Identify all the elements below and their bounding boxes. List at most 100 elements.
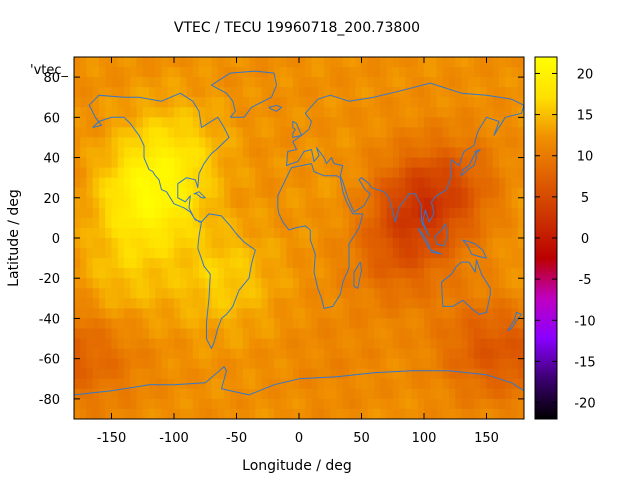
heatmap-cell <box>380 298 388 309</box>
heatmap-cell <box>442 117 450 128</box>
heatmap-cell <box>99 408 106 419</box>
heatmap-cell <box>155 328 163 340</box>
heatmap-cell <box>136 167 144 179</box>
heatmap-cell <box>424 368 431 380</box>
heatmap-cell <box>392 248 400 259</box>
heatmap-cell <box>480 288 488 299</box>
heatmap-cell <box>217 227 225 239</box>
heatmap-cell <box>461 328 469 340</box>
heatmap-cell <box>417 408 425 419</box>
cuba-coast <box>193 191 206 199</box>
heatmap-cell <box>455 207 463 219</box>
heatmap-cell <box>511 87 519 98</box>
heatmap-cell <box>517 137 524 149</box>
heatmap-cell <box>124 207 131 219</box>
heatmap-cell <box>442 298 450 309</box>
heatmap-cell <box>511 278 519 289</box>
heatmap-cell <box>317 318 325 330</box>
heatmap-cell <box>286 308 294 320</box>
heatmap-cell <box>324 338 331 350</box>
heatmap-cell <box>411 408 419 419</box>
heatmap-cell <box>261 388 269 400</box>
heatmap-cell <box>242 197 250 209</box>
heatmap-cell <box>399 77 406 88</box>
heatmap-cell <box>136 177 144 189</box>
heatmap-cell <box>92 157 100 169</box>
heatmap-cell <box>117 67 125 78</box>
heatmap-cell <box>411 217 419 229</box>
heatmap-cell <box>224 147 231 159</box>
heatmap-cell <box>455 127 463 139</box>
heatmap-cell <box>349 97 356 108</box>
heatmap-cell <box>142 368 150 380</box>
heatmap-cell <box>217 288 225 299</box>
heatmap-cell <box>299 278 306 289</box>
heatmap-cell <box>367 348 375 360</box>
heatmap-cell <box>380 77 388 88</box>
heatmap-cell <box>99 117 106 128</box>
heatmap-cell <box>417 298 425 309</box>
heatmap-cell <box>224 57 231 68</box>
heatmap-cell <box>486 378 494 390</box>
heatmap-cell <box>136 97 144 108</box>
heatmap-cell <box>449 217 456 229</box>
heatmap-cell <box>367 388 375 400</box>
heatmap-cell <box>280 358 288 370</box>
heatmap-cell <box>474 157 481 169</box>
heatmap-cell <box>280 288 288 299</box>
heatmap-cell <box>442 268 450 279</box>
heatmap-cell <box>192 67 200 78</box>
heatmap-cell <box>274 117 281 128</box>
heatmap-cell <box>367 358 375 370</box>
heatmap-cell <box>292 268 300 279</box>
heatmap-cell <box>99 378 106 390</box>
heatmap-cell <box>449 187 456 199</box>
heatmap-cell <box>211 298 219 309</box>
heatmap-cell <box>449 167 456 179</box>
heatmap-cell <box>136 127 144 139</box>
heatmap-cell <box>80 318 88 330</box>
heatmap-cell <box>261 87 269 98</box>
heatmap-cell <box>167 97 175 108</box>
heatmap-cell <box>405 408 413 419</box>
heatmap-cell <box>124 217 131 229</box>
heatmap-cell <box>486 358 494 370</box>
heatmap-cell <box>174 258 181 269</box>
heatmap-cell <box>261 328 269 340</box>
heatmap-cell <box>217 248 225 259</box>
heatmap-cell <box>292 388 300 400</box>
heatmap-cell <box>130 167 138 179</box>
heatmap-cell <box>286 217 294 229</box>
heatmap-cell <box>342 127 350 139</box>
heatmap-cell <box>461 97 469 108</box>
heatmap-cell <box>155 197 163 209</box>
heatmap-cell <box>136 328 144 340</box>
heatmap-cell <box>130 408 138 419</box>
heatmap-cell <box>392 147 400 159</box>
heatmap-cell <box>136 378 144 390</box>
heatmap-cell <box>417 177 425 189</box>
heatmap-cell <box>149 318 156 330</box>
heatmap-cell <box>86 408 94 419</box>
heatmap-cell <box>430 358 438 370</box>
heatmap-cell <box>342 57 350 68</box>
heatmap-cell <box>305 147 313 159</box>
heatmap-cell <box>411 318 419 330</box>
heatmap-cell <box>517 278 524 289</box>
heatmap-cell <box>211 288 219 299</box>
heatmap-cell <box>167 408 175 419</box>
heatmap-cell <box>486 87 494 98</box>
heatmap-cell <box>180 67 188 78</box>
heatmap-cell <box>374 127 381 139</box>
heatmap-cell <box>492 67 500 78</box>
heatmap-cell <box>442 308 450 320</box>
heatmap-cell <box>305 248 313 259</box>
heatmap-cell <box>205 217 213 229</box>
heatmap-cell <box>486 408 494 419</box>
heatmap-cell <box>186 328 194 340</box>
heatmap-cell <box>274 77 281 88</box>
heatmap-cell <box>92 348 100 360</box>
heatmap-cell <box>405 137 413 149</box>
heatmap-cell <box>255 238 263 249</box>
heatmap-cell <box>405 308 413 320</box>
